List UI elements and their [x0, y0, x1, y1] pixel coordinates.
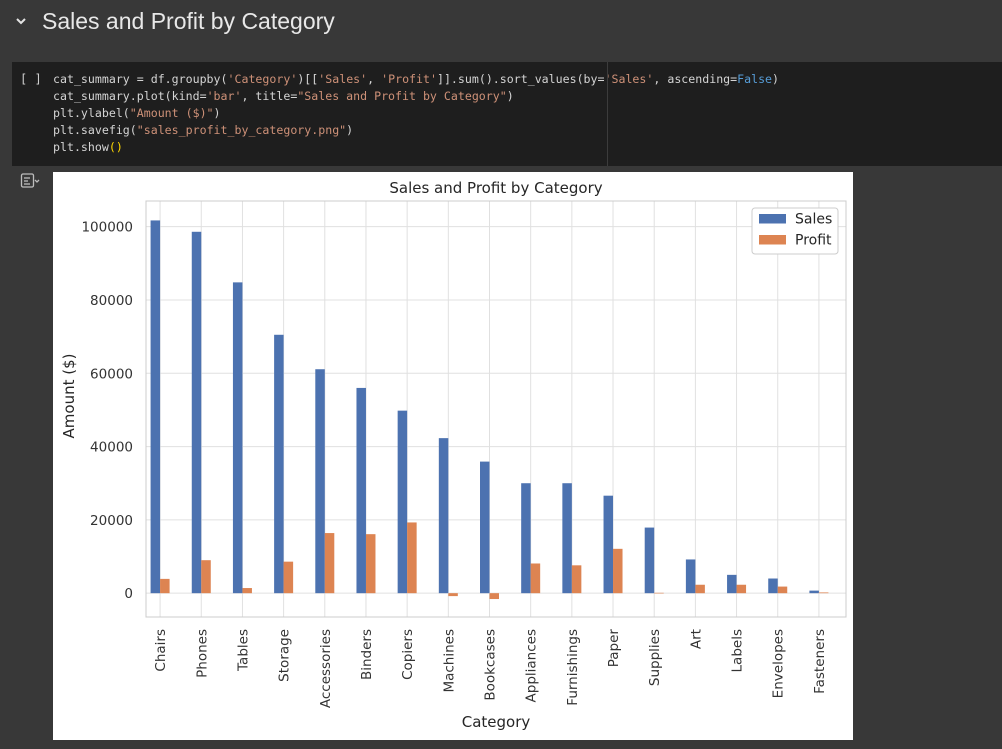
legend-label-sales: Sales: [795, 212, 832, 228]
bar-profit: [695, 584, 705, 594]
bar-profit: [242, 588, 252, 594]
bar-profit: [777, 586, 788, 594]
x-tick-label: Paper: [606, 629, 622, 668]
bar-sales: [150, 220, 161, 594]
legend-swatch-sales: [759, 214, 786, 224]
x-tick-label: Tables: [235, 629, 251, 672]
bar-sales: [727, 574, 737, 594]
y-tick-label: 60000: [90, 366, 133, 382]
bar-sales: [644, 527, 655, 594]
bar-profit: [324, 533, 335, 594]
bar-profit: [365, 534, 376, 594]
bar-profit: [407, 522, 417, 594]
bar-sales: [397, 410, 408, 594]
bar-sales: [685, 559, 696, 594]
bar-profit: [736, 584, 747, 594]
y-tick-label: 100000: [81, 220, 133, 236]
bar-sales: [562, 483, 572, 594]
legend-swatch-profit: [759, 235, 786, 245]
y-tick-label: 40000: [90, 440, 133, 456]
run-button[interactable]: [ ]: [20, 72, 42, 86]
bar-sales: [438, 438, 449, 594]
bar-sales: [274, 334, 284, 594]
x-tick-label: Bookcases: [483, 629, 499, 701]
bar-profit: [201, 560, 211, 594]
section-title: Sales and Profit by Category: [42, 8, 335, 34]
chart-title: Sales and Profit by Category: [389, 179, 602, 197]
code-line-1: cat_summary = df.groupby('Category')[['S…: [53, 72, 780, 86]
y-tick-label: 0: [124, 586, 133, 602]
bar-sales: [603, 495, 614, 594]
x-axis-label: Category: [462, 713, 531, 731]
bar-profit: [613, 548, 623, 594]
plot-area: [146, 201, 846, 617]
code-cell[interactable]: [ ] cat_summary = df.groupby('Category')…: [12, 62, 1002, 166]
code-editor[interactable]: cat_summary = df.groupby('Category')[['S…: [53, 71, 779, 156]
chart-output: 0 20000 40000 60000 80000 100000 Chairs Phones T…: [53, 172, 853, 740]
bar-sales: [191, 231, 202, 594]
code-line-4: plt.savefig("sales_profit_by_category.pn…: [53, 123, 354, 137]
x-tick-label: Supplies: [647, 629, 663, 686]
legend-label-profit: Profit: [795, 233, 832, 249]
x-tick-label: Furnishings: [565, 629, 581, 706]
x-tick-label: Binders: [359, 629, 375, 680]
bar-profit: [160, 578, 170, 594]
output-toggle-icon[interactable]: [20, 172, 40, 190]
bar-profit: [448, 593, 458, 597]
bar-profit: [654, 592, 664, 594]
bar-profit: [571, 565, 582, 594]
x-tick-label: Copiers: [400, 629, 416, 680]
x-tick-label: Machines: [441, 629, 457, 693]
code-line-5: plt.show(): [53, 140, 123, 154]
bar-sales: [768, 578, 778, 594]
x-tick-label: Art: [688, 629, 704, 649]
x-tick-label: Labels: [730, 629, 746, 672]
bar-sales: [356, 387, 366, 594]
x-tick-label: Appliances: [524, 629, 540, 702]
chevron-down-icon[interactable]: [14, 14, 28, 28]
x-tick-label: Envelopes: [771, 629, 787, 698]
code-line-3: plt.ylabel("Amount ($)"): [53, 106, 221, 120]
x-tick-label: Phones: [194, 629, 210, 678]
x-tick-label: Accessories: [318, 629, 334, 708]
x-tick-label: Storage: [277, 629, 293, 682]
section-header: Sales and Profit by Category: [0, 0, 1002, 44]
bar-sales: [809, 590, 819, 594]
y-tick-label: 20000: [90, 513, 133, 529]
bar-profit: [530, 563, 541, 594]
y-axis-label: Amount ($): [60, 354, 78, 439]
y-tick-label: 80000: [90, 293, 133, 309]
bar-sales: [232, 282, 243, 594]
plot-frame: [145, 200, 847, 618]
bar-sales: [480, 461, 490, 594]
x-tick-label: Fasteners: [812, 629, 828, 694]
x-tick-label: Chairs: [153, 629, 169, 672]
bar-sales: [315, 369, 325, 594]
bar-profit: [489, 593, 499, 600]
bar-sales: [521, 483, 531, 594]
bar-profit: [818, 592, 829, 594]
bar-chart: 0 20000 40000 60000 80000 100000 Chairs Phones T…: [60, 179, 847, 731]
code-line-2: cat_summary.plot(kind='bar', title="Sale…: [53, 89, 514, 103]
cell-divider: [607, 62, 608, 166]
bar-profit: [283, 561, 294, 594]
